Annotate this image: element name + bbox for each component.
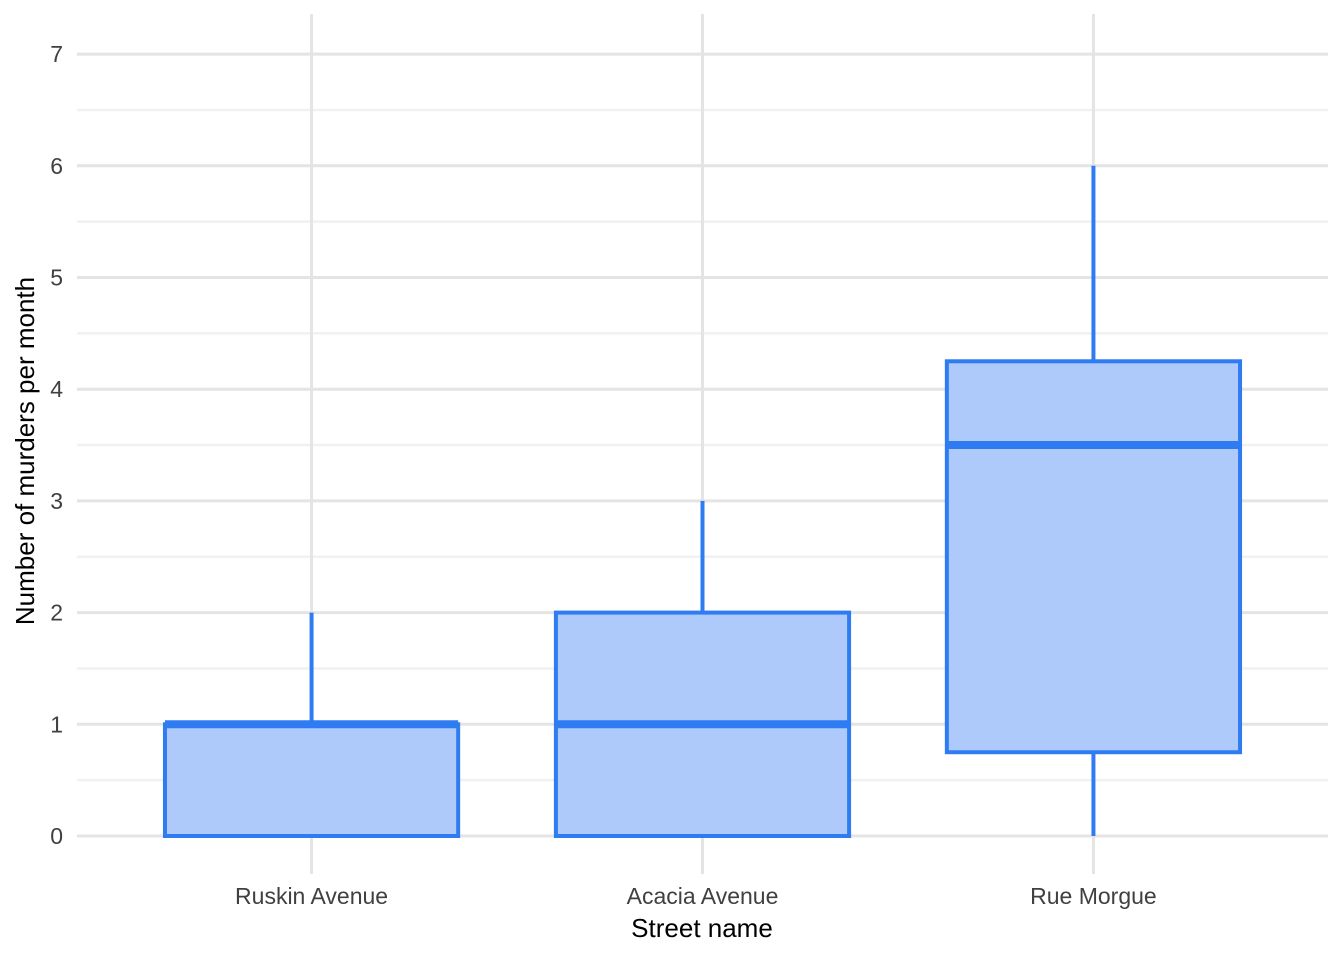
x-tick-label: Ruskin Avenue — [235, 883, 388, 909]
axis-layer: 0 1 2 3 4 5 6 7 Ruskin Avenue Acacia Avenue Rue Mo… — [50, 41, 1157, 909]
x-tick-label: Acacia Avenue — [627, 883, 779, 909]
y-tick-label: 4 — [50, 376, 63, 402]
y-tick-label: 5 — [50, 265, 63, 291]
box-layer — [162, 165, 1243, 838]
y-tick-label: 0 — [50, 823, 63, 849]
y-tick-label: 6 — [50, 153, 63, 179]
boxplot-ruskin-avenue — [162, 612, 461, 838]
y-tick-label: 2 — [50, 600, 63, 626]
y-tick-label: 3 — [50, 488, 63, 514]
box-iqr — [162, 722, 461, 838]
y-tick-label: 7 — [50, 41, 63, 67]
y-tick-label: 1 — [50, 711, 63, 737]
box-iqr — [944, 359, 1243, 755]
boxplot-rue-morgue — [944, 165, 1243, 836]
y-axis-title: Number of murders per month — [10, 277, 40, 625]
x-tick-label: Rue Morgue — [1030, 883, 1157, 909]
boxplot-acacia-avenue — [553, 500, 852, 838]
x-axis-title: Street name — [631, 913, 773, 943]
